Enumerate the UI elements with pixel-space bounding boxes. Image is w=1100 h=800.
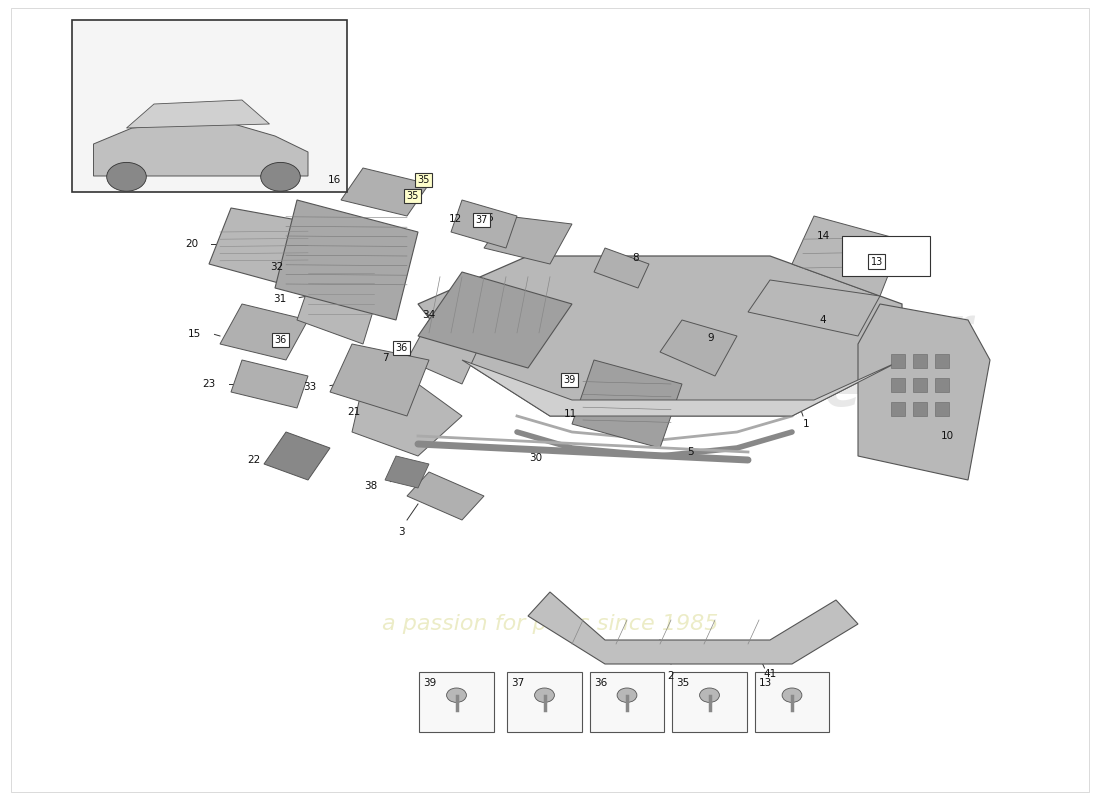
Circle shape bbox=[447, 688, 466, 702]
Polygon shape bbox=[385, 456, 429, 488]
Text: 13: 13 bbox=[759, 678, 772, 688]
Bar bbox=[935, 378, 949, 392]
Text: 22: 22 bbox=[248, 455, 261, 465]
Text: 4: 4 bbox=[820, 315, 826, 325]
Polygon shape bbox=[792, 216, 902, 296]
Text: 32: 32 bbox=[271, 262, 284, 272]
Text: 7: 7 bbox=[382, 353, 388, 362]
Text: 2: 2 bbox=[668, 671, 674, 681]
Text: 9: 9 bbox=[707, 333, 714, 342]
Bar bbox=[672, 672, 747, 732]
Text: 14: 14 bbox=[817, 231, 830, 241]
Text: 1: 1 bbox=[803, 419, 810, 429]
Text: 36: 36 bbox=[594, 678, 607, 688]
Bar bbox=[891, 402, 905, 416]
Circle shape bbox=[535, 688, 554, 702]
Text: 30: 30 bbox=[529, 453, 542, 462]
Polygon shape bbox=[209, 208, 319, 288]
Text: 38: 38 bbox=[364, 481, 377, 490]
Polygon shape bbox=[407, 472, 484, 520]
Text: 8: 8 bbox=[632, 253, 639, 262]
Text: 37: 37 bbox=[512, 678, 525, 688]
Polygon shape bbox=[418, 272, 572, 368]
Circle shape bbox=[617, 688, 637, 702]
Text: 15: 15 bbox=[188, 330, 201, 339]
Polygon shape bbox=[264, 432, 330, 480]
FancyBboxPatch shape bbox=[842, 236, 930, 276]
Bar bbox=[590, 672, 664, 732]
Polygon shape bbox=[407, 320, 484, 384]
Polygon shape bbox=[858, 304, 990, 480]
Polygon shape bbox=[275, 200, 418, 320]
Text: 12: 12 bbox=[449, 214, 462, 224]
Text: 11: 11 bbox=[564, 410, 578, 419]
Polygon shape bbox=[462, 360, 902, 416]
Text: 16: 16 bbox=[328, 175, 341, 185]
Text: 41: 41 bbox=[763, 669, 777, 678]
Text: 3: 3 bbox=[398, 527, 405, 537]
Text: 34: 34 bbox=[422, 310, 436, 320]
Polygon shape bbox=[660, 320, 737, 376]
Text: 36: 36 bbox=[274, 335, 287, 345]
Bar bbox=[72, 20, 346, 192]
Bar bbox=[755, 672, 829, 732]
Polygon shape bbox=[528, 592, 858, 664]
Circle shape bbox=[107, 162, 146, 191]
Polygon shape bbox=[484, 216, 572, 264]
Circle shape bbox=[700, 688, 719, 702]
Text: a passion for parts since 1985: a passion for parts since 1985 bbox=[382, 614, 718, 634]
Polygon shape bbox=[451, 200, 517, 248]
Polygon shape bbox=[341, 168, 429, 216]
Text: 35: 35 bbox=[406, 191, 419, 201]
Polygon shape bbox=[572, 360, 682, 448]
Text: 33: 33 bbox=[304, 382, 317, 392]
Text: 31: 31 bbox=[273, 294, 286, 304]
Text: 37: 37 bbox=[475, 215, 488, 225]
Text: 36: 36 bbox=[395, 343, 408, 353]
Text: 6: 6 bbox=[486, 213, 493, 222]
Text: 39: 39 bbox=[424, 678, 437, 688]
Text: 13: 13 bbox=[870, 257, 883, 266]
Polygon shape bbox=[126, 100, 270, 128]
Polygon shape bbox=[330, 344, 429, 416]
Bar bbox=[935, 402, 949, 416]
Polygon shape bbox=[220, 304, 308, 360]
Text: 5: 5 bbox=[688, 447, 694, 457]
Bar bbox=[507, 672, 582, 732]
Text: 21: 21 bbox=[348, 407, 361, 417]
Polygon shape bbox=[94, 120, 308, 176]
Polygon shape bbox=[594, 248, 649, 288]
Circle shape bbox=[782, 688, 802, 702]
Bar bbox=[913, 402, 927, 416]
Polygon shape bbox=[352, 384, 462, 456]
Text: 39: 39 bbox=[563, 375, 576, 385]
Bar bbox=[913, 354, 927, 368]
Polygon shape bbox=[748, 280, 880, 336]
Text: 35: 35 bbox=[417, 175, 430, 185]
Text: 10: 10 bbox=[940, 431, 954, 441]
Text: eurocar
es: eurocar es bbox=[744, 304, 972, 416]
Bar bbox=[913, 378, 927, 392]
Bar bbox=[935, 354, 949, 368]
Bar bbox=[891, 354, 905, 368]
Circle shape bbox=[261, 162, 300, 191]
Polygon shape bbox=[418, 256, 902, 416]
Polygon shape bbox=[297, 256, 385, 344]
Text: 20: 20 bbox=[185, 239, 198, 249]
Text: 23: 23 bbox=[202, 379, 216, 389]
Bar bbox=[419, 672, 494, 732]
Bar bbox=[891, 378, 905, 392]
Text: 35: 35 bbox=[676, 678, 690, 688]
Polygon shape bbox=[231, 360, 308, 408]
